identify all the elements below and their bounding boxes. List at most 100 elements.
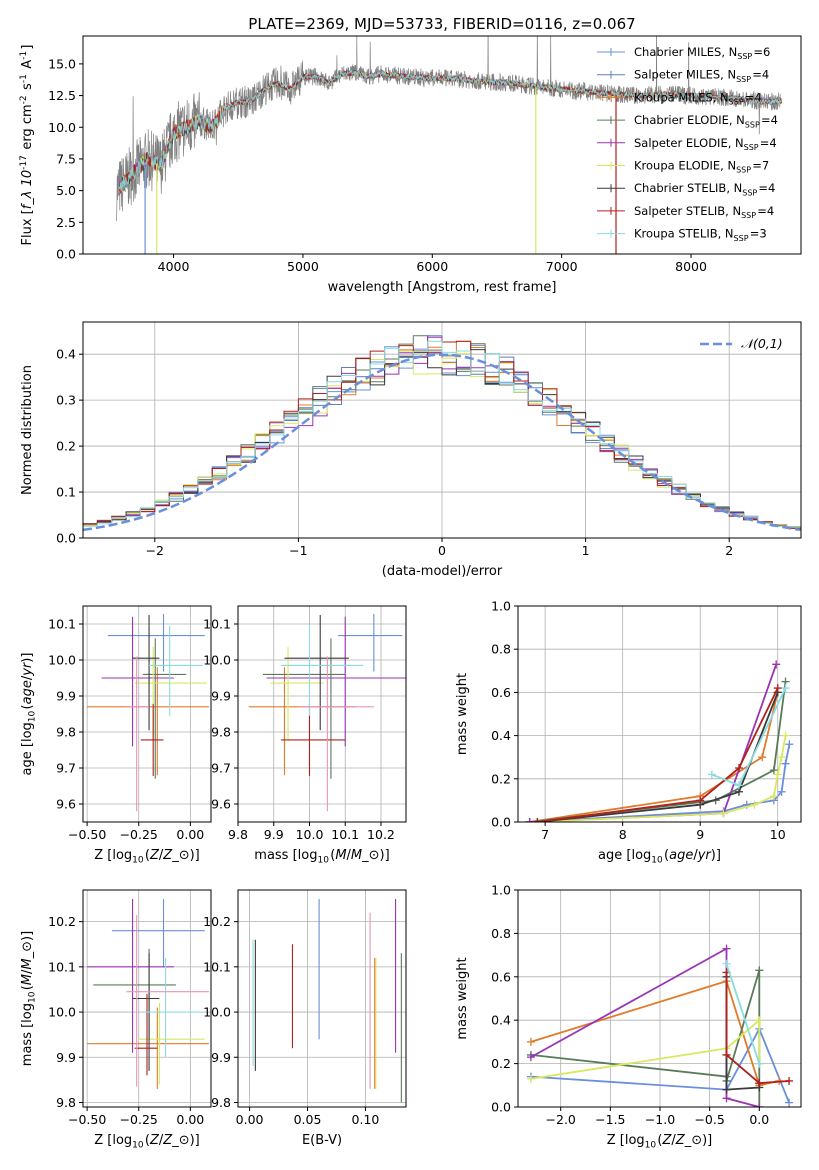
y-tick-label: 0.6: [491, 969, 511, 984]
mass-weight-series: [525, 660, 781, 822]
axes-frame: [517, 605, 802, 823]
mass-weight-line: [529, 664, 778, 822]
y-tick-label: 10.1: [203, 617, 231, 632]
x-tick-label: 10.0: [296, 827, 324, 842]
normal-curve: [83, 353, 801, 532]
mass-weight-series: [526, 1016, 764, 1083]
residual-histogram: [83, 340, 801, 538]
x-axis-label: Z [log10 (Z/Z_⊙)]: [94, 848, 200, 866]
y-tick-label: 0.4: [56, 347, 76, 362]
panel-mass-vs-Z: −0.50 −0.25 0.00 9.8 9.9 10.0 10.1 10.2 Z [log10…: [20, 889, 212, 1151]
y-tick-label: 10.1: [203, 959, 231, 974]
y-axis-label: Normed distribution: [20, 365, 35, 495]
x-tick-label: 5000: [287, 259, 319, 274]
mass-weight-marker: [734, 781, 743, 790]
mass-weight-marker: [755, 966, 764, 975]
y-tick-label: 9.8: [56, 1095, 76, 1110]
y-tick-label: 9.8: [211, 725, 231, 740]
y-tick-label: 5.0: [56, 183, 76, 198]
mass-weight-marker: [525, 818, 534, 822]
x-tick-label: −0.25: [120, 1112, 158, 1127]
plot-area: [87, 613, 209, 812]
plot-area: [525, 660, 794, 822]
mass-weight-marker: [755, 1059, 764, 1068]
y-tick-label: 0.2: [491, 771, 511, 786]
axes-frame: [237, 889, 407, 1108]
panel-mass-weight-vs-age: 7 8 9 10 0.0 0.2 0.4 0.6 0.8 1.0 age [log10 (age/y…: [455, 599, 802, 866]
x-tick-label: 9: [696, 827, 704, 842]
y-tick-label: 0.0: [56, 531, 76, 546]
y-axis-label: mass weight: [455, 957, 470, 1039]
error-bar-point: [298, 656, 374, 812]
legend-label: Salpeter ELODIE, NSSP =4: [634, 136, 777, 152]
mass-weight-marker: [750, 800, 759, 809]
mass-weight-marker: [785, 1076, 794, 1085]
x-tick-label: 4000: [158, 259, 190, 274]
error-bar-point: [149, 625, 203, 716]
x-tick-label: 6000: [416, 259, 448, 274]
legend: 𝒩(0,1): [700, 336, 783, 351]
y-tick-label: 9.6: [211, 797, 231, 812]
x-tick-label: 8000: [675, 259, 707, 274]
x-tick-label: 1: [582, 543, 590, 558]
y-tick-label: 0.0: [491, 815, 511, 830]
mass-weight-marker: [526, 1074, 535, 1083]
y-tick-label: 15.0: [48, 56, 76, 71]
mass-weight-marker: [722, 1085, 731, 1094]
plot-area: [252, 899, 402, 1103]
y-tick-label: 0.0: [56, 247, 76, 262]
mass-weight-marker: [773, 684, 782, 693]
x-tick-label: 2: [725, 543, 733, 558]
y-tick-label: 12.5: [48, 88, 76, 103]
x-tick-label: 0.10: [352, 1112, 380, 1127]
y-tick-label: 0.8: [491, 926, 511, 941]
plot-area: [526, 944, 794, 1107]
error-bar-point: [134, 993, 158, 1076]
y-tick-label: 10.0: [203, 1005, 231, 1020]
mass-weight-marker: [526, 1037, 535, 1046]
y-tick-label: 1.0: [491, 883, 511, 898]
y-tick-label: 10.2: [203, 914, 231, 929]
y-axis-label: age [log10 (age/yr)]: [20, 653, 38, 776]
y-axis-label: Flux [f_λ 10-17 erg cm-2 s-1 A-1 ]: [19, 45, 35, 246]
y-tick-label: 9.7: [211, 761, 231, 776]
mass-weight-marker: [781, 684, 790, 693]
error-bar-point: [280, 625, 364, 716]
error-bar-point: [142, 638, 187, 779]
mass-weight-line: [537, 692, 779, 822]
error-bar-point: [140, 703, 164, 776]
y-tick-label: 0.6: [491, 685, 511, 700]
mass-weight-marker: [533, 818, 542, 822]
y-tick-label: 10.0: [48, 1005, 76, 1020]
x-tick-label: −2: [146, 543, 164, 558]
mass-weight-marker: [769, 792, 778, 801]
y-tick-label: 10.1: [48, 959, 76, 974]
x-axis-label: age [log10 (age/yr)]: [598, 848, 721, 866]
x-axis-label: E(B-V): [302, 1133, 342, 1148]
x-tick-label: −1.0: [645, 1112, 675, 1127]
y-tick-label: 2.5: [56, 215, 76, 230]
figure-title: PLATE=2369, MJD=53733, FIBERID=0116, z=0…: [248, 15, 635, 33]
y-tick-label: 0.2: [56, 439, 76, 454]
mass-weight-line: [530, 1018, 761, 1080]
x-tick-label: 0: [438, 543, 446, 558]
mass-weight-marker: [758, 753, 767, 762]
legend-label: Chabrier STELIB, NSSP =4: [634, 181, 775, 197]
y-tick-label: 1.0: [491, 599, 511, 614]
mass-weight-line: [530, 979, 780, 1087]
legend-label: Chabrier MILES, NSSP =6: [634, 45, 770, 61]
error-bar-point: [338, 613, 403, 672]
x-tick-label: −1.5: [595, 1112, 625, 1127]
legend-label: 𝒩(0,1): [741, 336, 783, 351]
y-tick-label: 9.9: [56, 689, 76, 704]
mass-weight-marker: [722, 1050, 731, 1059]
y-tick-label: 0.4: [491, 728, 511, 743]
x-tick-label: 7: [541, 827, 549, 842]
legend-label: Salpeter STELIB, NSSP =4: [634, 204, 774, 220]
x-axis-label: Z [log10 (Z/Z_⊙)]: [94, 1133, 200, 1151]
axes-frame: [82, 889, 212, 1108]
mass-weight-marker: [755, 1103, 764, 1107]
x-tick-label: 0.00: [176, 1112, 204, 1127]
y-tick-label: 10.0: [48, 653, 76, 668]
x-tick-label: 0.0: [749, 1112, 769, 1127]
